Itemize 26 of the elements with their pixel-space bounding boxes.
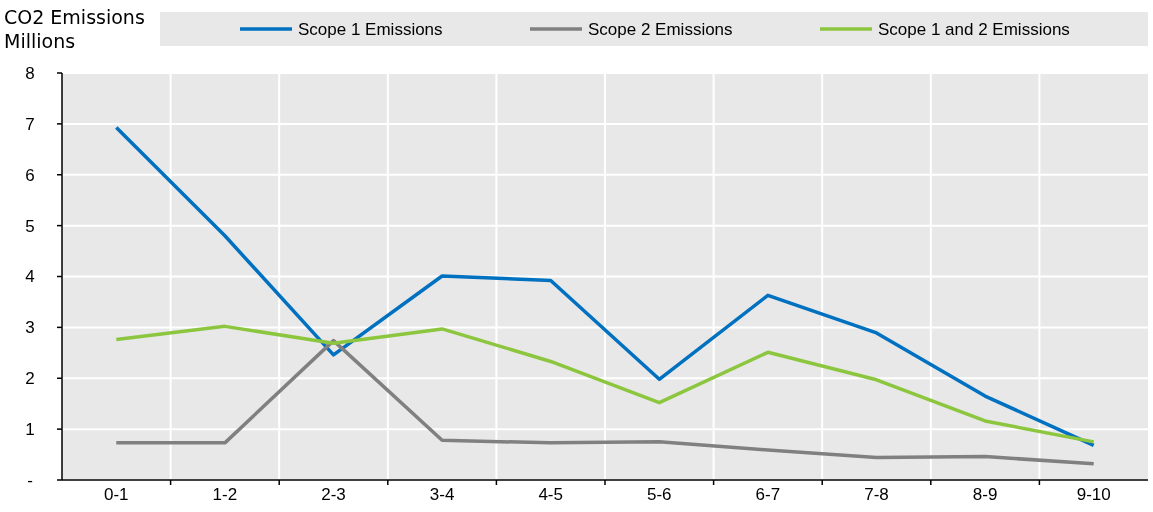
x-tick-label: 4-5 (538, 485, 563, 504)
y-tick-label: - (27, 470, 33, 490)
x-tick-label: 3-4 (429, 485, 455, 504)
y-tick-label: 4 (25, 267, 35, 287)
x-tick-label: 6-7 (755, 485, 781, 504)
line-series (114, 338, 1096, 466)
y-tick-label: 5 (25, 216, 35, 236)
line-series (114, 324, 1096, 444)
legend-label: Scope 1 and 2 Emissions (878, 19, 1070, 39)
legend-label: Scope 1 Emissions (298, 19, 443, 39)
y-axis-title: CO2 Emissions Millions (4, 6, 145, 52)
x-tick-label: 2-3 (321, 485, 346, 504)
x-tick-label: 7-8 (864, 485, 889, 504)
y-tick-label: 2 (25, 369, 35, 389)
x-tick-label: 9-10 (1076, 485, 1111, 504)
y-tick-label: 1 (25, 420, 35, 440)
y-tick-label: 6 (25, 165, 35, 185)
x-tick-label: 8-9 (972, 485, 998, 504)
x-tick-label: 1-2 (212, 485, 238, 504)
y-tick-label: 7 (25, 114, 35, 134)
line-series (114, 125, 1096, 448)
y-tick-label: 8 (25, 63, 35, 83)
x-tick-label: 0-1 (104, 485, 129, 504)
legend-label: Scope 2 Emissions (588, 19, 733, 39)
x-tick-label: 5-6 (647, 485, 672, 504)
y-tick-label: 3 (25, 318, 35, 338)
